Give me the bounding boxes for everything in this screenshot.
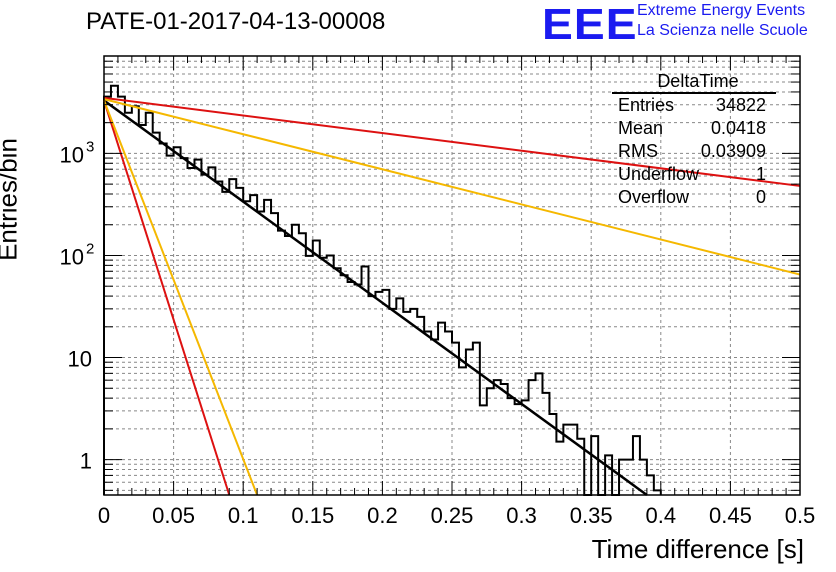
fit-line-3	[103, 98, 801, 276]
x-tick-label: 0.05	[152, 503, 195, 528]
x-tick-label: 0	[98, 503, 110, 528]
y-tick-label: 10	[60, 244, 84, 269]
tick-labels: 0 0.05 0.1 0.15 0.2 0.25 0.3 0.35 0.4 0.45 0.5 1 10 1…	[60, 138, 816, 528]
y-tick-exponent: 3	[86, 138, 94, 155]
stats-row-underflow: Underflow 1	[618, 164, 766, 184]
x-tick-label: 0.1	[228, 503, 259, 528]
y-tick-exponent: 2	[86, 240, 94, 257]
plot-title: PATE-01-2017-04-13-00008	[86, 8, 386, 35]
y-tick-label: 1	[80, 449, 92, 474]
fit-lines	[103, 96, 801, 497]
brand-line-1: Extreme Energy Events	[637, 2, 806, 19]
x-tick-label: 0.45	[709, 503, 752, 528]
stats-row-mean: Mean 0.0418	[618, 118, 766, 138]
stats-row-overflow: Overflow 0	[618, 187, 766, 207]
fit-line-4	[103, 100, 259, 496]
stats-row-rms: RMS 0.03909	[618, 141, 766, 161]
x-tick-label: 0.15	[291, 503, 334, 528]
y-tick-label: 10	[60, 142, 84, 167]
fit-line-1	[103, 96, 801, 187]
x-tick-label: 0.3	[506, 503, 537, 528]
stats-row-entries: Entries 34822	[618, 95, 766, 115]
fit-line-2	[103, 100, 231, 496]
x-tick-label: 0.25	[431, 503, 474, 528]
fit-line-0	[103, 99, 648, 497]
brand-line-2: La Scienza nelle Scuole	[637, 22, 808, 39]
eee-logo: EEE	[542, 0, 638, 49]
stats-title: DeltaTime	[612, 70, 776, 94]
x-tick-label: 0.5	[785, 503, 816, 528]
x-tick-label: 0.4	[646, 503, 677, 528]
x-tick-label: 0.35	[570, 503, 613, 528]
y-tick-label: 10	[68, 347, 92, 372]
stats-box: DeltaTime Entries 34822 Mean 0.0418 RMS 0.0…	[612, 70, 776, 209]
x-axis-label: Time difference [s]	[591, 534, 804, 564]
axis-ticks	[103, 55, 801, 495]
x-tick-label: 0.2	[367, 503, 398, 528]
